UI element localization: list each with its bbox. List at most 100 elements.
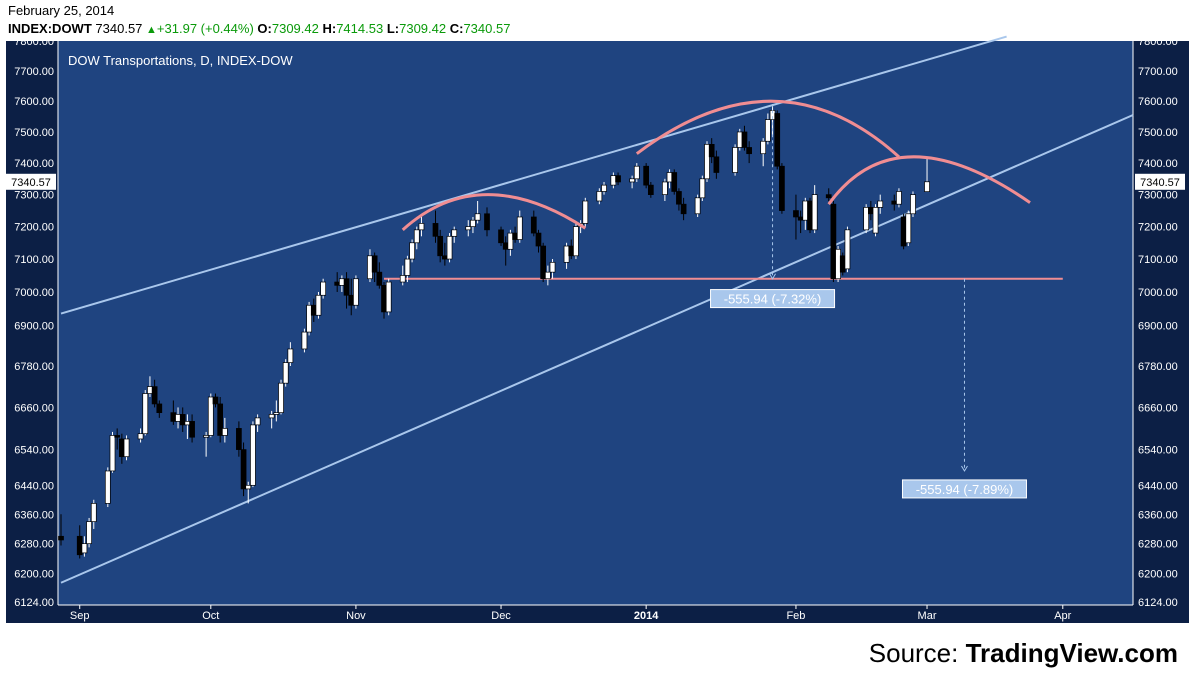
y-tick-label-left: 6200.00 — [14, 568, 54, 580]
candle-body — [760, 140, 767, 155]
low-value: 7309.42 — [399, 21, 447, 36]
y-tick-label-left: 6900.00 — [14, 320, 54, 332]
pattern-arc-left-shoulder — [401, 193, 587, 231]
candle-body — [530, 216, 537, 234]
candle-body — [535, 232, 542, 247]
y-tick-label-left: 7700.00 — [14, 66, 54, 78]
candle-body — [470, 219, 476, 227]
price-change: +31.97 (+0.44%) — [156, 21, 254, 36]
y-tick-label-left: 6124.00 — [14, 597, 54, 609]
candle-body — [142, 393, 149, 435]
y-tick-label-right: 7800.00 — [1138, 36, 1178, 48]
candle-body — [207, 396, 214, 436]
candle-body — [694, 197, 701, 215]
candle-body — [708, 144, 715, 158]
candle-body — [863, 207, 870, 231]
open-label: O: — [257, 21, 272, 36]
candle-body — [797, 216, 804, 221]
candle-body — [484, 213, 490, 231]
candle-body — [245, 484, 252, 490]
source-credit: Source: TradingView.com — [869, 638, 1178, 669]
pattern-arc-right-shoulder — [827, 155, 1031, 206]
close-value: 7340.57 — [463, 21, 511, 36]
candle-body — [643, 165, 650, 186]
candle-body — [844, 229, 851, 270]
candle-body — [123, 438, 130, 458]
candle-body — [446, 235, 453, 260]
candle-body — [104, 470, 111, 504]
candle-body — [437, 235, 444, 257]
candle-body — [273, 412, 280, 415]
candle-body — [137, 433, 144, 440]
low-label: L: — [386, 21, 400, 36]
measure-label-box — [901, 479, 1027, 499]
candle-body — [877, 200, 884, 208]
y-tick-label-left: 6780.00 — [14, 361, 54, 373]
candle-body — [348, 294, 355, 306]
high-value: 7414.53 — [336, 21, 384, 36]
candle-body — [451, 229, 458, 237]
candle-body — [320, 281, 326, 296]
y-tick-label-right: 6360.00 — [1138, 509, 1178, 521]
candle-body — [713, 156, 720, 173]
x-tick-label: Sep — [70, 610, 90, 622]
candle-body — [868, 207, 874, 215]
source-brand: TradingView.com — [965, 638, 1178, 668]
candle-body — [680, 203, 687, 215]
candle-body — [418, 223, 425, 231]
candle-body — [367, 255, 373, 280]
candle-body — [596, 191, 603, 202]
candle-body — [732, 147, 738, 173]
candle-body — [910, 194, 916, 215]
y-tick-label-left: 6660.00 — [14, 402, 54, 414]
y-tick-label-right: 6780.00 — [1138, 361, 1178, 373]
candle-body — [339, 278, 345, 286]
y-tick-label-right: 7200.00 — [1138, 222, 1178, 234]
y-tick-label-left: 6540.00 — [14, 445, 54, 457]
candle-body — [371, 255, 378, 273]
measure-label: -555.94 (-7.89%) — [916, 482, 1014, 497]
candle-body — [671, 172, 678, 192]
last-price-tag-right — [1135, 173, 1185, 190]
y-tick-label-right: 6540.00 — [1138, 445, 1178, 457]
x-tick-label: Oct — [202, 610, 219, 622]
y-tick-label-left: 7100.00 — [14, 254, 54, 266]
candle-body — [399, 275, 406, 283]
candle-body — [334, 281, 341, 286]
y-tick-label-left: 7600.00 — [14, 96, 54, 108]
candle-body — [287, 348, 294, 363]
x-tick-label: Dec — [491, 610, 511, 622]
symbol: INDEX:DOWT — [8, 21, 92, 36]
x-tick-label: Mar — [918, 610, 937, 622]
high-label: H: — [322, 21, 337, 36]
x-tick-label: Feb — [786, 610, 805, 622]
candle-body — [376, 271, 383, 286]
candle-body — [629, 178, 635, 183]
candle-body — [774, 113, 781, 167]
y-tick-label-right: 7600.00 — [1138, 96, 1178, 108]
pattern-arc-head — [635, 99, 900, 158]
close-label: C: — [449, 21, 464, 36]
candle-body — [465, 226, 472, 231]
candle-body — [310, 304, 317, 316]
candle-body — [662, 181, 668, 195]
candle-body — [156, 403, 163, 414]
candle-body — [540, 245, 547, 280]
channel-line-upper — [60, 35, 1007, 315]
candle-body — [221, 428, 228, 436]
candle-body — [507, 232, 514, 250]
candle-body — [86, 521, 92, 545]
candle-body — [615, 175, 621, 183]
candle-body — [549, 261, 556, 273]
candle-body — [835, 248, 841, 280]
y-tick-label-right: 7500.00 — [1138, 127, 1178, 139]
y-tick-label-right: 7300.00 — [1138, 190, 1178, 202]
candle-body — [474, 213, 481, 221]
candle-body — [666, 172, 673, 183]
candle-body — [900, 216, 907, 247]
candle-body — [830, 203, 837, 280]
candle-body — [147, 386, 153, 394]
chart-date: February 25, 2014 — [8, 3, 115, 18]
candle-body — [610, 175, 617, 186]
